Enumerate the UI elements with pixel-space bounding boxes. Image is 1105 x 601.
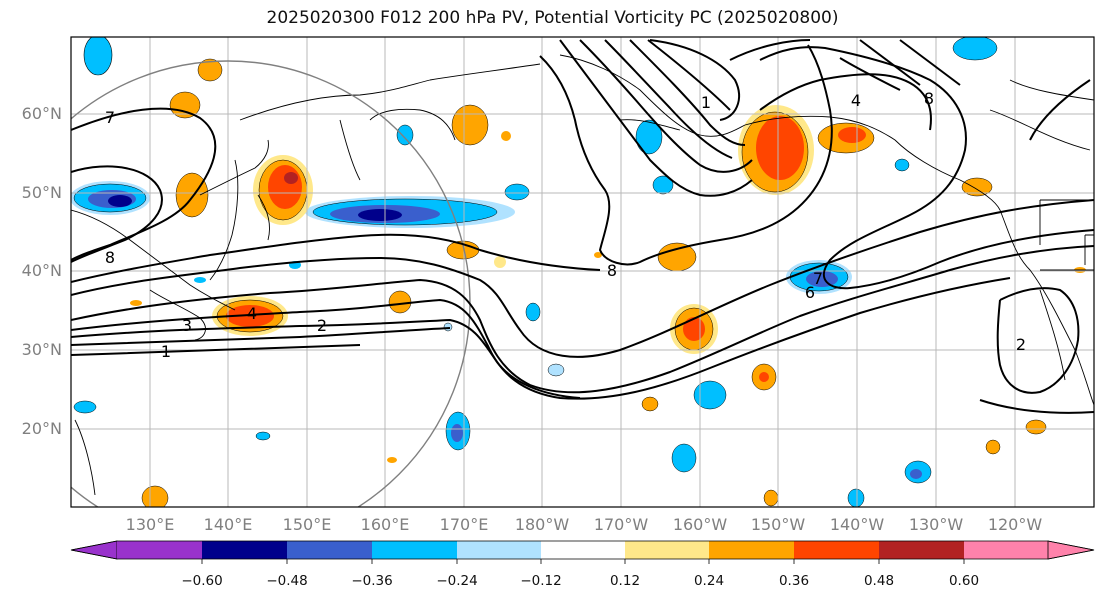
positive-anomaly-blob (130, 58, 1086, 507)
colorbar-tick-label: −0.48 (266, 573, 308, 589)
contour-label: 8 (607, 261, 617, 280)
lon-label: 130°W (908, 515, 964, 534)
contour-label: 1 (701, 93, 711, 112)
contour-label: 4 (247, 304, 257, 323)
lon-label: 150°W (750, 515, 806, 534)
contour-label: 8 (105, 248, 115, 267)
lon-label: 180°W (514, 515, 570, 534)
lat-label: 60°N (21, 104, 62, 123)
plot-frame (70, 36, 1095, 508)
colorbar-tick-label: −0.60 (181, 573, 223, 589)
pv-contours (71, 39, 1094, 414)
graticule (71, 37, 1094, 507)
lon-label: 170°E (439, 515, 489, 534)
contour-label: 1 (161, 342, 171, 361)
lon-label: 160°E (360, 515, 410, 534)
contour-label: 6 (805, 283, 815, 302)
lon-label: 120°W (987, 515, 1043, 534)
colorbar-tick-label: −0.36 (351, 573, 393, 589)
chart-title: 2025020300 F012 200 hPa PV, Potential Vo… (266, 8, 839, 28)
colorbar-tick-label: 0.12 (609, 573, 641, 589)
lon-label: 130°E (125, 515, 175, 534)
colorbar-tick-label: −0.24 (436, 573, 478, 589)
colorbar (70, 540, 1095, 564)
pv-anomaly-shading (71, 37, 1086, 507)
colorbar-extend-high (1047, 540, 1095, 560)
contour-label: 7 (105, 108, 115, 127)
colorbar-tick-label: 0.60 (948, 573, 980, 589)
contour-label: 4 (851, 91, 861, 110)
contour-label: 2 (317, 316, 327, 335)
contour-label: 8 (924, 89, 934, 108)
contour-label: 2 (1016, 335, 1026, 354)
lat-label: 20°N (21, 419, 62, 438)
negative-anomaly-blob (71, 37, 998, 507)
lat-label: 50°N (21, 183, 62, 202)
lat-label: 30°N (21, 340, 62, 359)
lon-label: 150°E (282, 515, 332, 534)
coastlines (71, 54, 1094, 496)
lat-label: 40°N (21, 261, 62, 280)
contour-label: 7 (813, 269, 823, 288)
colorbar-tick-label: 0.24 (693, 573, 725, 589)
colorbar-tick-label: −0.12 (520, 573, 562, 589)
colorbar-tick-label: 0.36 (778, 573, 810, 589)
lon-label: 140°E (203, 515, 253, 534)
contour-label: 3 (182, 316, 192, 335)
lon-label: 160°W (672, 515, 728, 534)
colorbar-extend-low (70, 540, 118, 560)
contour-labels: 7 8 8 4 3 2 1 8 7 6 1 4 2 (105, 89, 1026, 361)
colorbar-tick-label: 0.48 (863, 573, 895, 589)
lon-label: 140°W (829, 515, 885, 534)
lon-label: 170°W (593, 515, 649, 534)
